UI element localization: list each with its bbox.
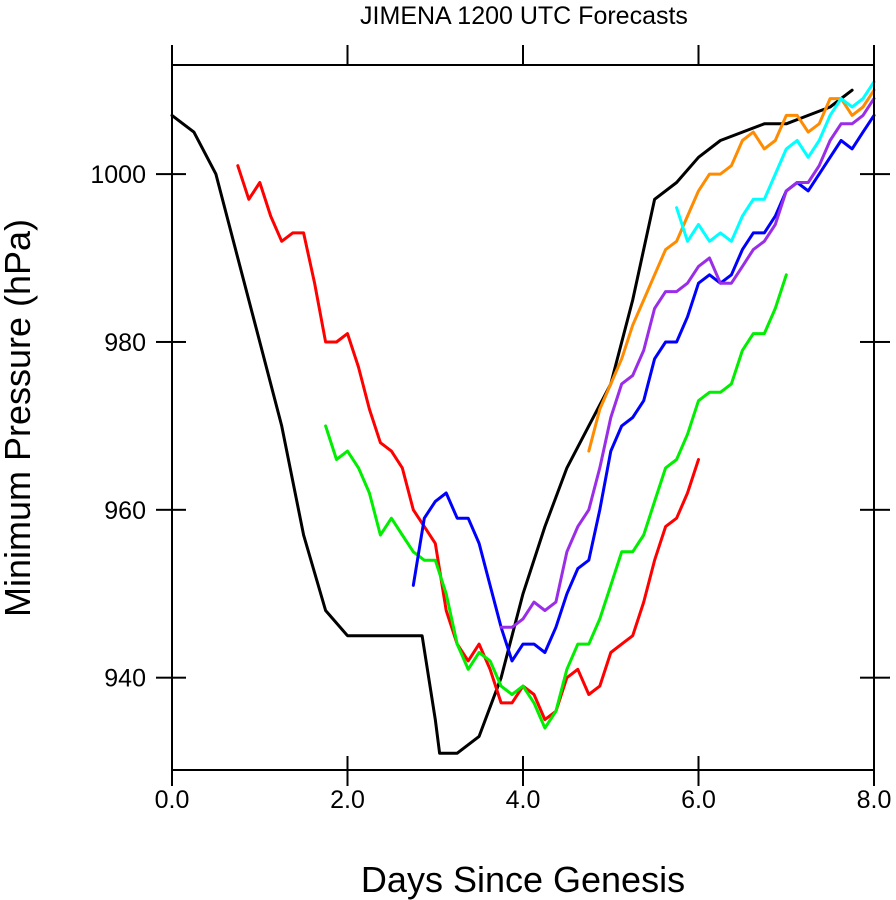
series-layer	[170, 80, 876, 755]
plot-frame	[171, 64, 875, 771]
series-line-6	[587, 88, 876, 453]
y-axis: 940 960 980 1000	[90, 161, 890, 693]
x-tick-label: 6.0	[681, 786, 716, 814]
y-tick-label: 940	[104, 665, 146, 693]
x-tick-label: 8.0	[857, 786, 892, 814]
series-line-1	[170, 88, 854, 755]
y-tick-label: 960	[104, 497, 146, 525]
series-line-4	[411, 113, 876, 663]
x-axis-label: Days Since Genesis	[361, 859, 685, 900]
series-line-3	[324, 273, 788, 730]
x-axis: 0.0 2.0 4.0 6.0 8.0	[155, 45, 892, 814]
x-tick-label: 2.0	[330, 786, 365, 814]
series-line-7	[675, 80, 876, 243]
y-tick-label: 980	[104, 329, 146, 357]
series-line-5	[499, 97, 876, 629]
y-axis-label: Minimum Pressure (hPa)	[0, 219, 38, 617]
x-tick-label: 0.0	[155, 786, 190, 814]
x-tick-label: 4.0	[506, 786, 541, 814]
y-tick-label: 1000	[90, 161, 146, 189]
chart-title: JIMENA 1200 UTC Forecasts	[360, 2, 688, 30]
series-line-2	[236, 164, 700, 722]
